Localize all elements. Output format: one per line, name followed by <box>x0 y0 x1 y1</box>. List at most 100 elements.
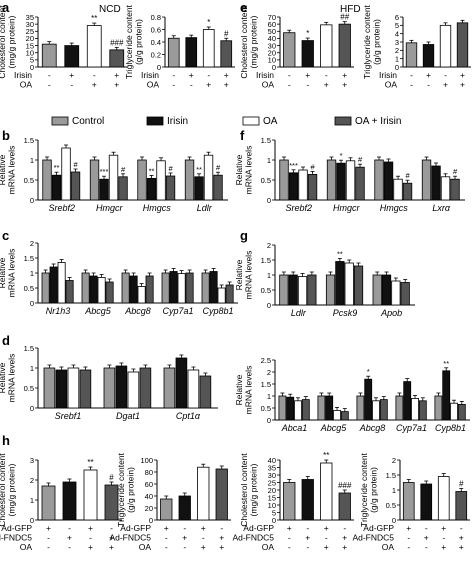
bar <box>49 266 58 304</box>
y-tick-label: 0 <box>267 196 271 205</box>
panel-letter-f: f <box>240 128 245 143</box>
y-tick-label: 0 <box>392 516 396 525</box>
category-label: Dgat1 <box>116 411 140 421</box>
bar <box>187 369 200 409</box>
y-tick-label: 60 <box>268 20 276 29</box>
y-tick-label: 0 <box>267 301 271 310</box>
y-tick-label: 0.6 <box>151 25 161 34</box>
bar <box>79 369 92 409</box>
condition-mark: + <box>114 80 119 90</box>
condition-name: Ad-GFP <box>243 523 274 533</box>
condition-mark: - <box>325 533 328 543</box>
condition-name: OA <box>382 542 395 552</box>
bar <box>89 275 98 304</box>
condition-mark: + <box>459 542 464 552</box>
condition-mark: + <box>441 542 446 552</box>
y-tick-label: 3 <box>30 456 34 465</box>
heading-ncd: NCD <box>99 4 121 15</box>
sig-label: ** <box>54 163 60 172</box>
category-label: Cyp8b1 <box>435 423 466 433</box>
condition-mark: + <box>182 533 187 543</box>
condition-mark: + <box>201 523 206 533</box>
bar <box>317 395 326 421</box>
condition-mark: - <box>306 542 309 552</box>
sig-label: ** <box>149 166 155 175</box>
y-tick-label: 15 <box>26 41 34 50</box>
sig-label: # <box>405 171 410 180</box>
bar <box>67 367 80 409</box>
y-tick-label: 60 <box>145 480 153 489</box>
bar <box>320 462 333 521</box>
legend-label-2: OA <box>263 116 278 127</box>
y-tick-label: 30 <box>26 20 34 29</box>
bar <box>209 271 218 304</box>
bar <box>283 32 296 68</box>
legend-swatch-3 <box>334 116 352 126</box>
condition-mark: + <box>224 70 229 80</box>
sig-label: # <box>168 164 173 173</box>
condition-mark: - <box>165 533 168 543</box>
y-tick-label: 2 <box>30 476 34 485</box>
chart-b: 0 0.5 1 1.5 Relative mRNA levels ** # Srebf2 *** #… <box>0 136 228 213</box>
condition-mark: - <box>47 533 50 543</box>
condition-mark: + <box>305 533 310 543</box>
category-label: Srebf2 <box>48 203 75 213</box>
bar <box>105 281 114 304</box>
condition-mark: + <box>441 523 446 533</box>
bar <box>103 367 116 409</box>
bar <box>353 265 364 306</box>
y-tick-label: 0.5 <box>24 284 34 293</box>
condition-mark: - <box>460 523 463 533</box>
bar <box>225 284 234 304</box>
condition-mark: + <box>324 523 329 533</box>
condition-mark: - <box>410 70 413 80</box>
bar <box>301 479 314 521</box>
condition-mark: + <box>460 80 465 90</box>
category-label: Abcg5 <box>320 423 348 433</box>
sig-label: ** <box>443 359 449 368</box>
y-axis-label: Triglyceride content <box>124 4 134 78</box>
condition-mark: + <box>426 70 431 80</box>
bar <box>89 159 100 201</box>
y-tick-label: 1.5 <box>24 254 34 263</box>
condition-mark: - <box>442 533 445 543</box>
sig-label: ** <box>196 165 202 174</box>
bar <box>220 40 233 68</box>
condition-name: Irisin <box>14 70 32 80</box>
condition-name: OA <box>139 542 152 552</box>
bar <box>83 469 98 521</box>
bar <box>440 176 451 201</box>
bar <box>405 42 418 68</box>
condition-mark: + <box>424 533 429 543</box>
condition-mark: - <box>172 70 175 80</box>
condition-mark: + <box>67 533 72 543</box>
bar <box>442 370 451 421</box>
bar <box>129 275 138 304</box>
heading-hfd: HFD <box>340 4 361 15</box>
y-axis-label: mRNA levels <box>7 249 17 298</box>
bar <box>199 375 212 409</box>
panel-letter-d: d <box>2 333 10 348</box>
y-tick-label: 40 <box>268 456 276 465</box>
bar <box>139 367 152 409</box>
condition-mark: - <box>407 533 410 543</box>
panel-letter-h: h <box>2 433 10 448</box>
chart-a2: 0 0.2 0.4 0.6 0.8 Triglyceride content (g/g pr… <box>124 4 235 90</box>
condition-mark: - <box>93 70 96 80</box>
bar <box>197 466 210 521</box>
panel-letter-c: c <box>2 228 9 243</box>
y-tick-label: 0 <box>30 63 34 72</box>
bar <box>301 399 310 421</box>
y-tick-label: 70 <box>268 13 276 22</box>
bar <box>336 162 346 201</box>
bar <box>422 44 435 68</box>
y-tick-label: 1 <box>30 364 34 373</box>
y-tick-label: 30 <box>268 471 276 480</box>
y-axis-label: Relative <box>0 154 7 185</box>
bar <box>372 400 380 421</box>
condition-mark: - <box>110 523 113 533</box>
y-tick-label: 0.5 <box>261 286 271 295</box>
y-axis-label: Relative <box>234 374 244 405</box>
bar <box>42 159 52 201</box>
